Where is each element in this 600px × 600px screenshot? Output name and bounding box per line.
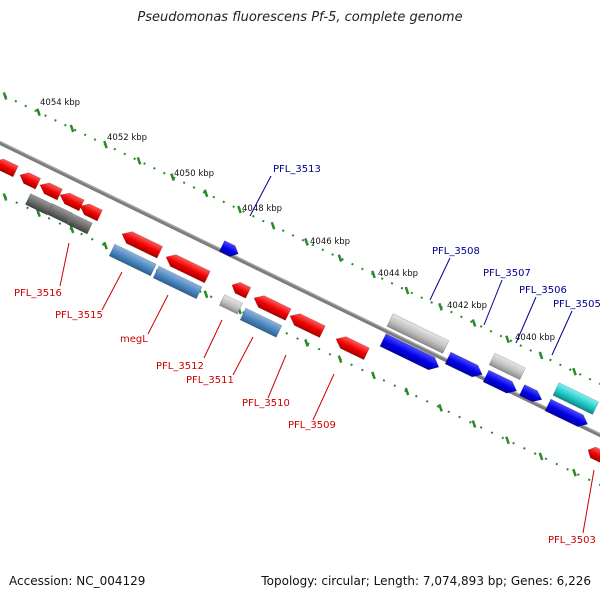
gene-feature [0,156,18,177]
gene-label: PFL_3512 [156,361,204,372]
outer-ruler: 4054 kbp 4052 kbp 4050 kbp 4048 kbp 4046 kbp… [4,93,600,385]
gene-label: PFL_3505 [553,299,600,310]
kbp-tick-label: 4040 kbp [515,333,555,343]
gene-feature [219,295,242,315]
gene-feature [229,280,250,299]
gene-feature [585,445,600,463]
gene-feature [37,180,62,200]
genome-summary: Topology: circular; Length: 7,074,893 bp… [261,574,591,588]
gene-label: PFL_3513 [273,164,321,175]
leader-line [430,258,450,300]
kbp-tick-label: 4044 kbp [378,269,418,279]
kbp-tick-label: 4052 kbp [107,133,147,143]
leader-line [233,337,253,375]
gene-label: PFL_3516 [14,288,62,299]
genome-map: 4054 kbp 4052 kbp 4050 kbp 4048 kbp 4046 kbp… [0,0,600,600]
leader-line [268,355,286,398]
inner-ruler-ticks [4,194,576,477]
gene-feature [333,333,369,360]
accession-text: Accession: NC_004129 [9,574,145,588]
gene-label: PFL_3510 [242,398,290,409]
gene-features [0,156,600,463]
kbp-tick-label: 4050 kbp [174,169,214,179]
gene-feature [287,310,325,337]
gene-label: PFL_3515 [55,310,103,321]
gene-label: megL [120,334,148,345]
gene-label: PFL_3506 [519,285,567,296]
leader-line [148,295,168,334]
kbp-tick-label: 4048 kbp [242,204,282,214]
kbp-tick-label: 4054 kbp [40,98,80,108]
leader-line [204,320,222,358]
leader-line [102,272,122,310]
leader-line [60,243,69,286]
gene-label: PFL_3507 [483,268,531,279]
gene-feature [47,204,72,224]
kbp-tick-label: 4046 kbp [310,237,350,247]
gene-label: PFL_3508 [432,246,480,257]
leader-line [313,374,334,420]
gene-labels: PFL_3516 PFL_3515 megL PFL_3513 PFL_3512 PFL_… [14,164,600,546]
kbp-tick-label: 4042 kbp [447,301,487,311]
gene-label: PFL_3511 [186,375,234,386]
gene-label: PFL_3503 [548,535,596,546]
gene-feature [17,170,40,190]
gene-label: PFL_3509 [288,420,336,431]
